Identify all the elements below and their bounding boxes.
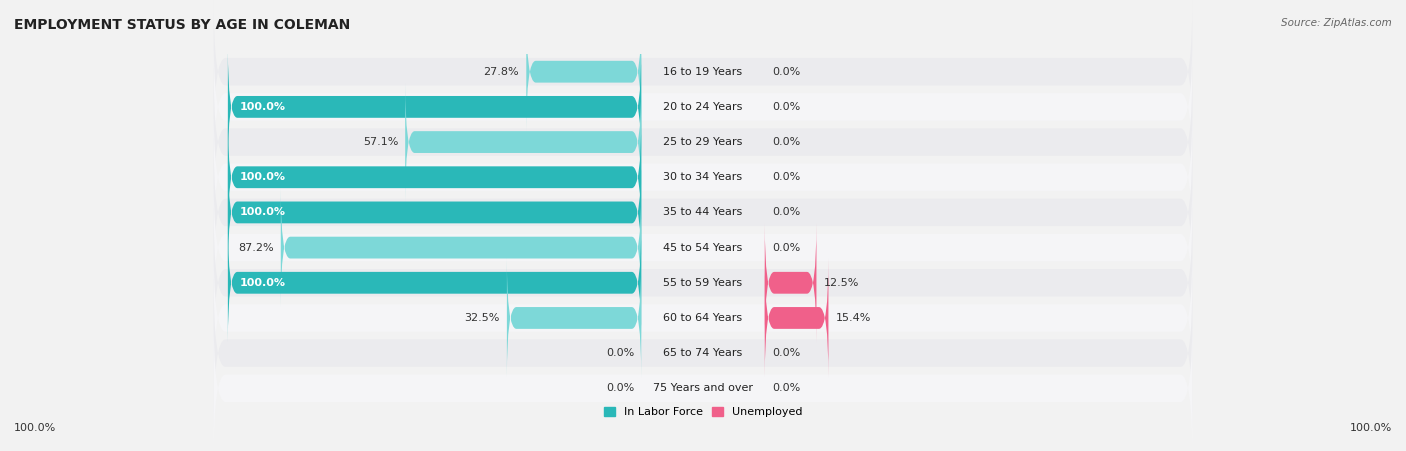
FancyBboxPatch shape [228,153,641,272]
Text: 100.0%: 100.0% [240,278,285,288]
Text: 100.0%: 100.0% [240,102,285,112]
Text: 0.0%: 0.0% [772,348,800,358]
Text: 30 to 34 Years: 30 to 34 Years [664,172,742,182]
Text: 0.0%: 0.0% [606,383,634,393]
Text: 16 to 19 Years: 16 to 19 Years [664,67,742,77]
FancyBboxPatch shape [214,0,1192,146]
Text: 15.4%: 15.4% [835,313,870,323]
Text: 100.0%: 100.0% [240,172,285,182]
FancyBboxPatch shape [228,223,641,342]
Text: 35 to 44 Years: 35 to 44 Years [664,207,742,217]
Text: 0.0%: 0.0% [772,383,800,393]
Text: 20 to 24 Years: 20 to 24 Years [664,102,742,112]
FancyBboxPatch shape [214,208,1192,357]
FancyBboxPatch shape [214,244,1192,392]
Text: 12.5%: 12.5% [824,278,859,288]
Text: 45 to 54 Years: 45 to 54 Years [664,243,742,253]
Text: 0.0%: 0.0% [772,172,800,182]
Text: Source: ZipAtlas.com: Source: ZipAtlas.com [1281,18,1392,28]
FancyBboxPatch shape [228,47,641,166]
Text: 57.1%: 57.1% [363,137,398,147]
FancyBboxPatch shape [526,12,641,131]
FancyBboxPatch shape [214,279,1192,428]
FancyBboxPatch shape [214,103,1192,252]
Text: 87.2%: 87.2% [238,243,274,253]
FancyBboxPatch shape [214,173,1192,322]
Text: 60 to 64 Years: 60 to 64 Years [664,313,742,323]
Text: 65 to 74 Years: 65 to 74 Years [664,348,742,358]
FancyBboxPatch shape [214,68,1192,216]
Legend: In Labor Force, Unemployed: In Labor Force, Unemployed [599,402,807,421]
FancyBboxPatch shape [214,314,1192,451]
FancyBboxPatch shape [508,258,641,377]
FancyBboxPatch shape [405,83,641,202]
Text: 0.0%: 0.0% [772,137,800,147]
Text: 0.0%: 0.0% [772,207,800,217]
Text: 25 to 29 Years: 25 to 29 Years [664,137,742,147]
Text: 32.5%: 32.5% [464,313,499,323]
FancyBboxPatch shape [214,138,1192,287]
Text: 100.0%: 100.0% [240,207,285,217]
FancyBboxPatch shape [765,223,817,342]
FancyBboxPatch shape [214,32,1192,181]
Text: EMPLOYMENT STATUS BY AGE IN COLEMAN: EMPLOYMENT STATUS BY AGE IN COLEMAN [14,18,350,32]
Text: 0.0%: 0.0% [772,243,800,253]
FancyBboxPatch shape [281,188,641,307]
Text: 100.0%: 100.0% [1350,423,1392,433]
Text: 0.0%: 0.0% [606,348,634,358]
FancyBboxPatch shape [228,118,641,237]
FancyBboxPatch shape [765,258,828,377]
Text: 75 Years and over: 75 Years and over [652,383,754,393]
Text: 55 to 59 Years: 55 to 59 Years [664,278,742,288]
Text: 0.0%: 0.0% [772,102,800,112]
Text: 100.0%: 100.0% [14,423,56,433]
Text: 0.0%: 0.0% [772,67,800,77]
Text: 27.8%: 27.8% [484,67,519,77]
